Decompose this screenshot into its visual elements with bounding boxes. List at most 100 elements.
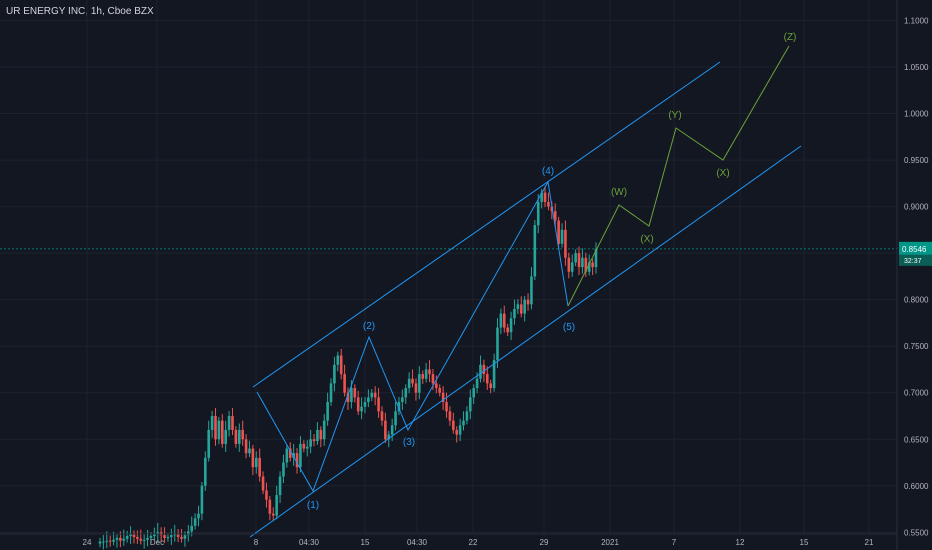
candle bbox=[469, 389, 472, 420]
y-tick-label: 0.8000 bbox=[904, 296, 929, 305]
candle bbox=[244, 434, 248, 459]
candle bbox=[492, 353, 496, 392]
candle bbox=[132, 530, 136, 544]
candle bbox=[564, 220, 567, 266]
candle bbox=[180, 529, 183, 543]
candle bbox=[540, 188, 543, 209]
candle bbox=[397, 396, 401, 416]
y-tick-label: 0.7000 bbox=[904, 389, 929, 398]
price-tag bbox=[899, 241, 932, 255]
candle bbox=[309, 429, 312, 454]
candle bbox=[265, 482, 268, 508]
candle bbox=[187, 524, 190, 542]
candle bbox=[380, 406, 384, 426]
candle bbox=[356, 390, 360, 416]
candle bbox=[418, 366, 421, 400]
channel-upper bbox=[252, 61, 721, 388]
candle bbox=[339, 348, 343, 380]
candle bbox=[455, 426, 459, 443]
y-tick-label: 0.6500 bbox=[904, 435, 929, 444]
candle bbox=[577, 246, 581, 275]
candle bbox=[210, 410, 214, 438]
candles-layer bbox=[98, 186, 598, 550]
candle bbox=[221, 414, 224, 448]
candle bbox=[421, 370, 425, 384]
x-tick-label: 12 bbox=[736, 538, 745, 547]
x-tick-label: 15 bbox=[800, 538, 809, 547]
candle bbox=[370, 389, 374, 402]
candle bbox=[102, 535, 105, 550]
grid bbox=[0, 0, 897, 534]
candle bbox=[441, 386, 445, 410]
candle bbox=[536, 194, 540, 234]
wave-label: (W) bbox=[611, 187, 627, 198]
candle bbox=[217, 416, 221, 445]
candle bbox=[237, 423, 241, 452]
time-axis: 24 Dec 8 04:30 15 04:30 22 29 2021 7 12 15 21 bbox=[0, 533, 897, 547]
candle bbox=[530, 267, 533, 310]
channel-lower bbox=[249, 145, 802, 538]
candle bbox=[214, 408, 217, 446]
candle bbox=[506, 323, 509, 336]
candle bbox=[207, 420, 211, 462]
x-tick-label: 8 bbox=[254, 538, 259, 547]
wave-label: (3) bbox=[403, 437, 415, 448]
candle bbox=[557, 216, 560, 249]
candle bbox=[227, 410, 231, 437]
candle bbox=[336, 351, 340, 372]
wave-labels: (1) (2) (3) (4) (5) (W) (X) (Y) (X) (Z) bbox=[307, 32, 797, 511]
candle bbox=[367, 389, 370, 408]
candle bbox=[288, 442, 292, 462]
candle bbox=[462, 411, 465, 431]
candle bbox=[574, 249, 577, 267]
candle bbox=[499, 308, 503, 335]
candle bbox=[136, 530, 139, 544]
candle bbox=[163, 527, 166, 544]
candle bbox=[479, 355, 482, 383]
candle bbox=[176, 529, 180, 543]
candle bbox=[278, 471, 282, 504]
y-tick-label: 0.5500 bbox=[904, 528, 929, 537]
x-tick-label: 04:30 bbox=[299, 538, 320, 547]
candle bbox=[533, 220, 537, 281]
candle bbox=[353, 384, 357, 403]
candle bbox=[204, 451, 207, 491]
candle bbox=[234, 426, 238, 448]
candle bbox=[363, 396, 367, 414]
x-tick-label: 24 bbox=[83, 538, 92, 547]
x-tick-label: 2021 bbox=[601, 538, 619, 547]
candle bbox=[333, 356, 336, 392]
candle bbox=[170, 528, 173, 545]
candle bbox=[489, 379, 492, 394]
wave-label: (5) bbox=[563, 322, 575, 333]
candle bbox=[584, 252, 588, 277]
candle bbox=[516, 299, 520, 315]
countdown-tag bbox=[899, 254, 932, 266]
countdown-label: 32:37 bbox=[904, 258, 922, 265]
y-tick-label: 1.0500 bbox=[904, 63, 929, 72]
candle bbox=[343, 364, 346, 397]
candle bbox=[428, 360, 431, 383]
candle bbox=[302, 440, 306, 453]
candle bbox=[125, 530, 129, 543]
x-tick-label: 21 bbox=[865, 538, 874, 547]
candle bbox=[472, 384, 475, 404]
wave-label: (4) bbox=[542, 166, 554, 177]
candle bbox=[146, 529, 149, 547]
x-tick-label: 29 bbox=[540, 538, 549, 547]
candle bbox=[193, 513, 197, 530]
y-tick-label: 1.1000 bbox=[904, 16, 929, 25]
price-axis: 1.10001.05001.00000.95000.90000.85000.80… bbox=[896, 0, 932, 550]
candle bbox=[438, 384, 442, 397]
x-tick-label: 15 bbox=[361, 538, 370, 547]
candle bbox=[129, 526, 132, 544]
trend-channel bbox=[249, 61, 802, 538]
candle bbox=[261, 471, 265, 495]
wave-label: (2) bbox=[363, 321, 375, 332]
candle bbox=[271, 507, 275, 521]
candle bbox=[285, 444, 289, 468]
candle bbox=[445, 392, 448, 418]
candle bbox=[547, 192, 550, 211]
